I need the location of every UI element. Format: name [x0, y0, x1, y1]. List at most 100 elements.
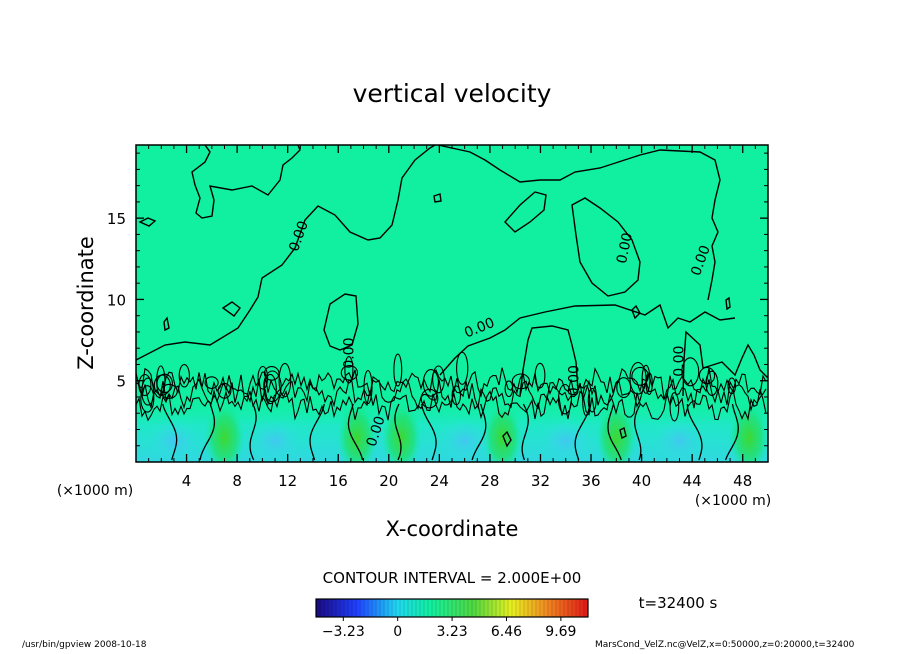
updraft-blob-1 — [337, 401, 378, 462]
surface-cell-contour-2 — [249, 403, 257, 461]
contour-closed-cell-f — [433, 193, 442, 203]
updraft-blob-2 — [381, 401, 422, 462]
surface-cell-contour-0 — [162, 403, 178, 461]
plot-area: 0.000.000.000.000.000.00 0.000.00 — [136, 145, 768, 462]
downdraft-blob-0 — [147, 418, 200, 462]
colorbar-gradient — [316, 599, 588, 617]
contour-closed-cell-h — [163, 316, 170, 332]
contour-closed-cell-d — [138, 217, 157, 227]
convective-cell-contour — [257, 365, 269, 390]
convective-cell-contour — [504, 380, 514, 398]
surface-cell-contour-8 — [521, 403, 529, 461]
contour-interval: CONTOUR INTERVAL = 2.000E+00 — [323, 569, 582, 587]
convective-cell-contour — [669, 392, 680, 422]
x-unit-right: (×1000 m) — [695, 493, 771, 509]
surface-cell-contour-6 — [421, 403, 437, 461]
x-tick-label-6: 28 — [480, 472, 499, 490]
contour-closed-cell-b — [571, 197, 641, 297]
convective-cell-contour — [587, 387, 597, 413]
convective-cell-contour — [681, 357, 700, 387]
colorbar-tick-label-4: 9.69 — [545, 624, 576, 640]
convective-contour-2 — [136, 387, 767, 422]
contour-closed-cell-i — [725, 296, 731, 311]
updraft-blob-5 — [729, 401, 768, 462]
convective-cell-contour — [698, 366, 716, 385]
contour-line-upper-left — [191, 145, 301, 219]
contour-closed-cell-k — [619, 426, 627, 440]
surface-cell-contour-7 — [471, 403, 487, 461]
contour-lines — [136, 145, 768, 448]
x-tick-label-11: 48 — [733, 472, 752, 490]
contour-closed-cell-e — [221, 301, 241, 317]
time-label: t=32400 s — [639, 594, 718, 612]
convective-cell-contour — [138, 373, 152, 397]
contour-lines-updraft-cells — [162, 403, 739, 461]
x-tick-label-2: 12 — [278, 472, 297, 490]
convective-cell-contour — [140, 385, 155, 413]
y-tick-label-1: 10 — [107, 291, 126, 309]
convective-cell-contour — [727, 377, 737, 395]
contour-closed-cell-c — [323, 293, 359, 351]
x-tick-label-5: 24 — [430, 472, 449, 490]
convective-cell-contour — [641, 364, 651, 394]
contour-label-1: 0.00 — [341, 338, 357, 369]
x-tick-label-8: 36 — [581, 472, 600, 490]
convective-cell-contour — [456, 351, 469, 385]
convective-cell-contour — [141, 377, 155, 406]
convective-cell-contour — [629, 361, 647, 395]
updraft-blob-3 — [482, 401, 523, 462]
convective-cell-contour — [278, 362, 292, 398]
x-tick-label-3: 16 — [329, 472, 348, 490]
contour-line-zero-middle — [439, 303, 736, 376]
surface-cell-contour-5 — [394, 403, 402, 461]
downdraft-blob-2 — [438, 418, 491, 462]
convective-cell-contour — [557, 383, 573, 415]
downdraft-blob-1 — [249, 418, 302, 462]
surface-cell-contour-1 — [199, 403, 216, 461]
convective-contour-0 — [136, 367, 767, 400]
convective-cell-contour — [340, 364, 359, 381]
footer-right: MarsCond_VelZ.nc@VelZ,x=0:50000,z=0:2000… — [595, 640, 855, 650]
surface-cell-contour-4 — [347, 403, 364, 461]
contour-label-5: 0.00 — [614, 231, 636, 265]
x-tick-label-10: 44 — [683, 472, 702, 490]
x-unit-left: (×1000 m) — [57, 483, 133, 499]
convective-cell-contour — [160, 383, 178, 399]
convective-cell-contour — [451, 385, 462, 406]
y-tick-label-0: 5 — [116, 373, 126, 391]
colorbar-tick-label-0: −3.23 — [322, 624, 365, 640]
updraft-blob-4 — [596, 401, 637, 462]
convective-cell-contour — [511, 373, 531, 390]
colorbar-tick-label-2: 3.23 — [436, 624, 467, 640]
x-axis-label: X-coordinate — [386, 517, 519, 541]
convective-cell-contour — [422, 369, 440, 397]
convective-cell-contour — [263, 370, 282, 403]
x-tick-label-7: 32 — [531, 472, 550, 490]
x-tick-label-4: 20 — [379, 472, 398, 490]
convective-cell-contour — [534, 362, 546, 389]
contour-label-7: 0.00 — [671, 346, 687, 377]
convective-cell-contour — [156, 365, 166, 397]
contour-line-upper-middle — [437, 145, 721, 301]
convective-cell-contour — [616, 377, 632, 399]
colorbar-tick-label-1: 0 — [393, 624, 402, 640]
x-tick-label-9: 40 — [632, 472, 651, 490]
contour-label-4: 0.00 — [566, 365, 582, 396]
convective-cell-contour — [263, 366, 280, 381]
x-tick-label-0: 4 — [182, 472, 192, 490]
surface-cell-contour-13 — [724, 403, 739, 461]
surface-cell-contour-3 — [309, 403, 325, 461]
convective-cell-contour — [204, 376, 219, 389]
x-tick-label-1: 8 — [232, 472, 242, 490]
convective-cell-contour — [217, 382, 232, 399]
y-tick-label-2: 15 — [107, 210, 126, 228]
contour-closed-cell-a — [504, 191, 547, 233]
contour-line-center-loop — [519, 325, 579, 396]
convective-cell-contour — [631, 366, 649, 386]
surface-cell-contour-12 — [686, 403, 703, 461]
convective-cell-contour — [432, 365, 445, 394]
convective-cell-contour — [153, 374, 171, 396]
contour-lines-convective-layer — [136, 351, 767, 422]
